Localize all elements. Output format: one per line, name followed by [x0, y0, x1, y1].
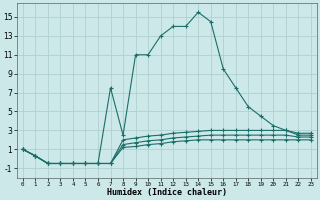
X-axis label: Humidex (Indice chaleur): Humidex (Indice chaleur) — [107, 188, 227, 197]
